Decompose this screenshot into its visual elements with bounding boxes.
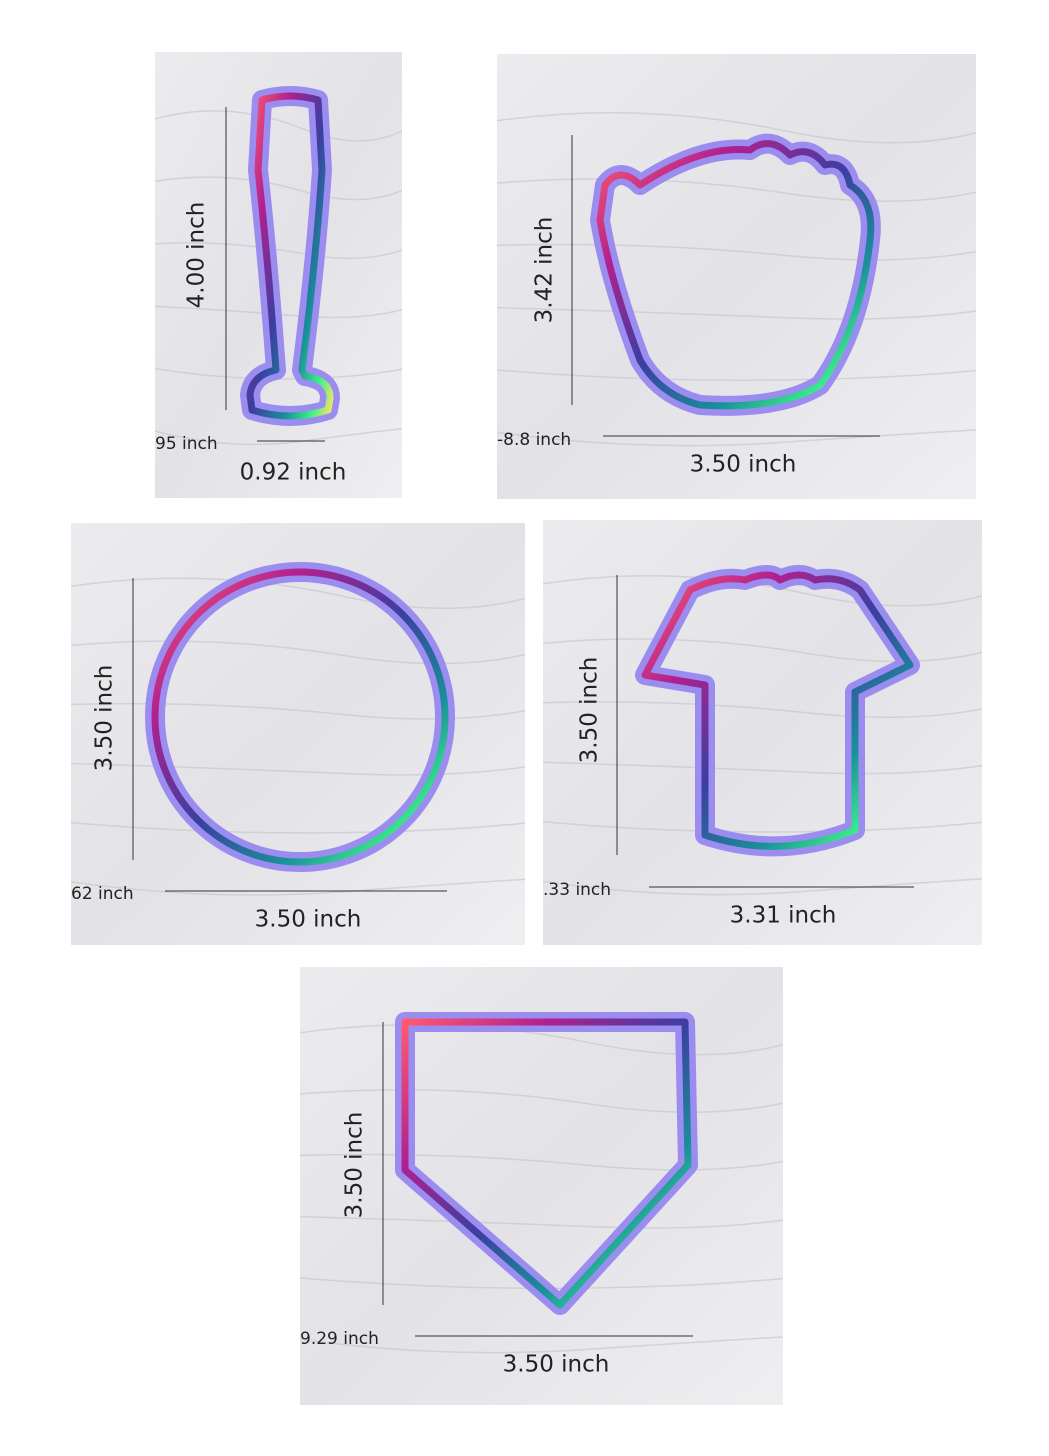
marble-vein [300,1153,783,1171]
marble-vein [497,306,976,320]
depth-label: -8.8 inch [497,430,571,450]
marble-vein [497,112,976,144]
width-label: 3.50 inch [503,1352,610,1378]
depth-label: 9.29 inch [300,1329,379,1349]
marble-background [543,520,982,945]
marble-vein [155,242,402,260]
product-panel: 3.50 inch 3.50 inch 62 inch [71,523,525,945]
marble-vein [543,575,982,607]
marble-vein [71,640,525,665]
marble-vein [497,243,976,261]
height-label: 3.50 inch [92,665,118,772]
cutter-edge [641,571,914,850]
marble-vein [543,878,982,896]
height-label: 3.42 inch [532,217,558,324]
marble-vein [543,821,982,833]
product-panel: 3.42 inch 3.50 inch -8.8 inch [497,54,976,499]
marble-vein [300,1215,783,1229]
marble-vein [300,1277,783,1290]
width-label: 0.92 inch [240,460,347,486]
marble-vein [300,1089,783,1113]
product-panel: 4.00 inch 0.92 inch 95 inch [155,52,402,498]
marble-vein [155,110,402,142]
height-label: 3.50 inch [577,657,603,764]
marble-background [71,523,525,945]
cutter-edge [151,568,449,866]
marble-vein [155,176,402,201]
cutter-edge [246,92,334,420]
marble-vein [71,878,525,896]
width-label: 3.31 inch [730,903,837,929]
width-label: 3.50 inch [255,907,362,933]
marble-vein [543,638,982,663]
depth-label: .33 inch [543,880,611,900]
cutter-edge [401,1018,692,1309]
width-label: 3.50 inch [690,452,797,478]
marble-vein [543,701,982,719]
marble-vein [300,1023,783,1056]
marble-vein [71,821,525,834]
product-panel: 3.50 inch 3.31 inch .33 inch [543,520,982,945]
depth-label: 95 inch [155,434,218,454]
product-panel: 3.50 inch 3.50 inch 9.29 inch [300,967,783,1405]
marble-vein [300,1336,783,1354]
marble-vein [497,178,976,203]
marble-vein [497,429,976,447]
marble-vein [71,577,525,610]
height-label: 3.50 inch [342,1112,368,1219]
marble-vein [543,761,982,775]
cutter-edge [596,140,875,410]
marble-background [300,967,783,1405]
marble-vein [497,369,976,381]
depth-label: 62 inch [71,884,134,904]
height-label: 4.00 inch [184,202,210,309]
marble-background [497,54,976,499]
